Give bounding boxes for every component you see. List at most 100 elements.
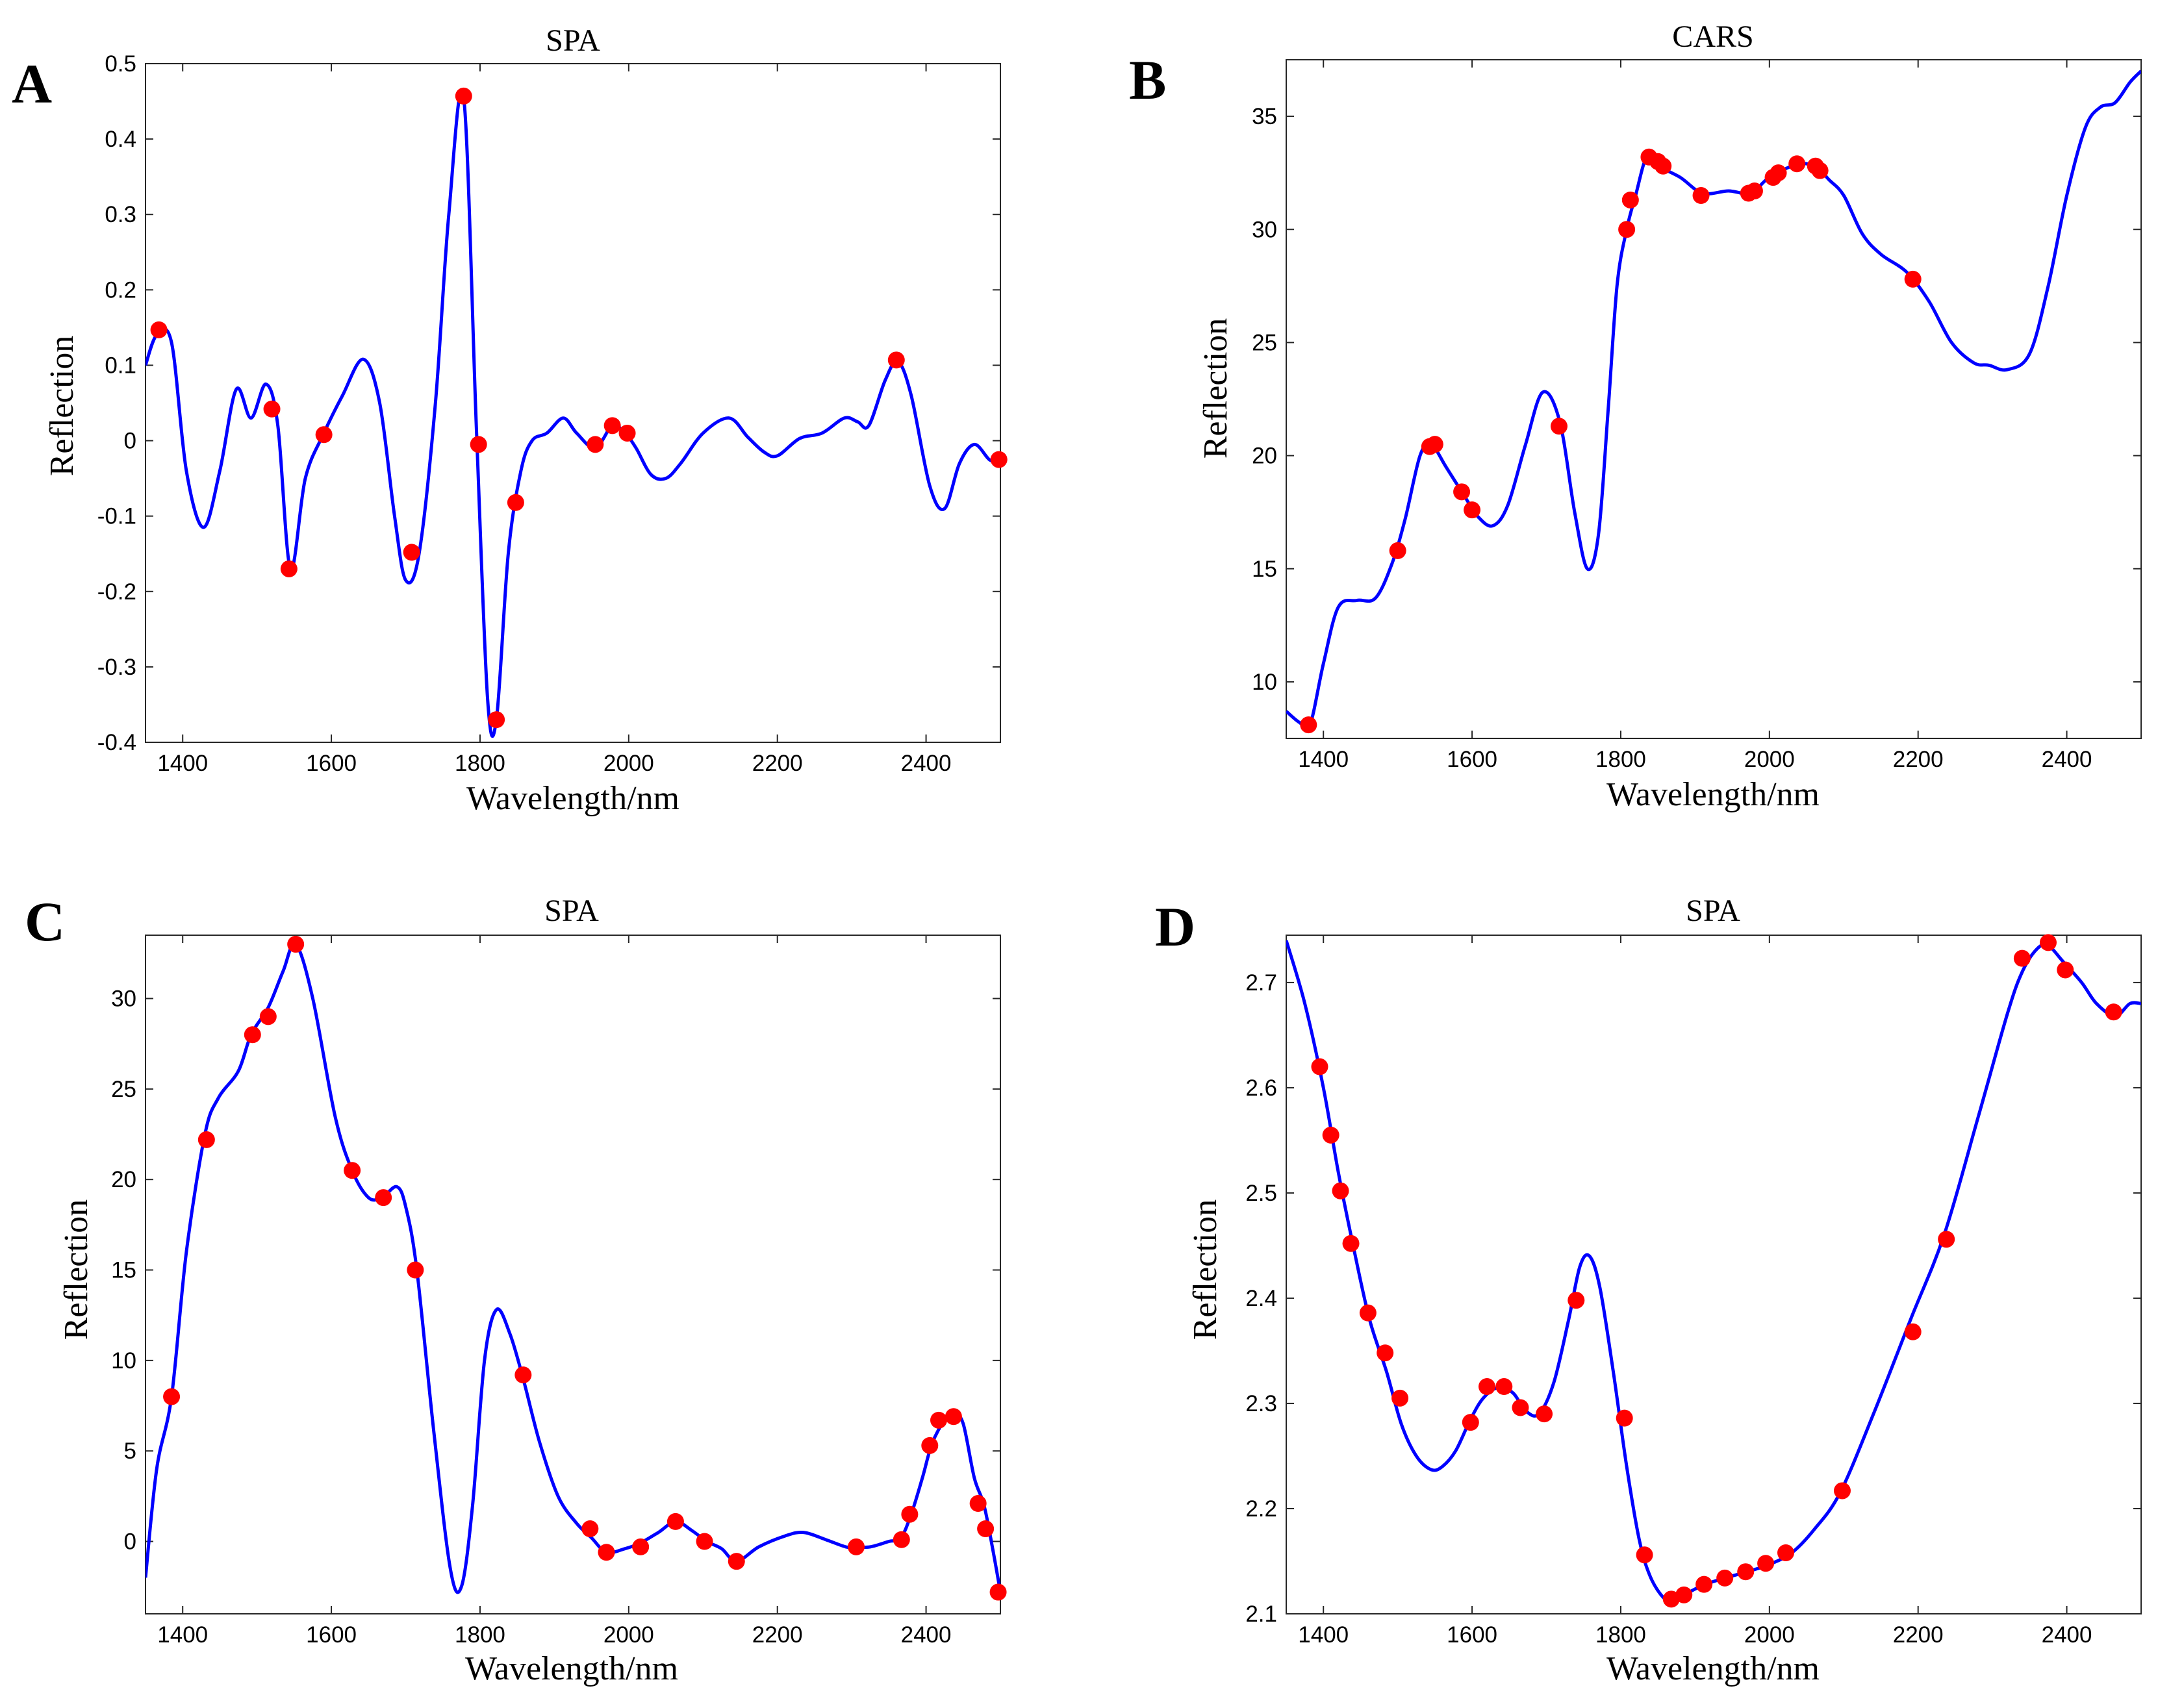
- spectrum-line-b: [1286, 69, 2141, 731]
- y-tick-label: 0.5: [105, 51, 136, 77]
- selected-point: [375, 1189, 392, 1207]
- selected-point: [1311, 1058, 1328, 1075]
- chart-title-a: SPA: [546, 23, 600, 58]
- selected-point: [1938, 1231, 1955, 1248]
- selected-point: [150, 321, 168, 338]
- y-tick-label: 30: [111, 986, 136, 1012]
- x-tick-label: 1400: [157, 1622, 208, 1648]
- selected-point: [1777, 1544, 1795, 1562]
- selected-point: [1737, 1563, 1755, 1581]
- selected-point: [977, 1520, 995, 1538]
- selected-point: [403, 544, 420, 561]
- y-tick-label: -0.1: [97, 504, 136, 529]
- selected-point: [470, 436, 487, 453]
- chart-title-b: CARS: [1672, 19, 1753, 54]
- selected-point: [1464, 501, 1481, 519]
- selected-point: [1359, 1304, 1377, 1322]
- selected-point: [1636, 1546, 1653, 1564]
- panel-letter-d: D: [1155, 896, 1195, 958]
- selected-point: [847, 1538, 865, 1555]
- selected-point: [618, 424, 636, 442]
- selected-point: [1833, 1482, 1851, 1500]
- selected-point: [921, 1437, 939, 1454]
- x-tick-label: 2000: [603, 751, 654, 776]
- selected-point: [1453, 483, 1471, 501]
- y-tick-label: 15: [1252, 557, 1277, 582]
- selected-point: [2013, 949, 2031, 967]
- selected-point: [488, 711, 505, 729]
- selected-point: [1342, 1235, 1360, 1252]
- selected-point: [2039, 934, 2057, 951]
- selected-point: [901, 1505, 919, 1523]
- x-tick-label: 2200: [752, 1622, 803, 1648]
- y-tick-label: 0: [124, 1529, 136, 1555]
- x-tick-label: 1800: [455, 751, 505, 776]
- selected-point: [1675, 1586, 1693, 1603]
- y-tick-label: 2.1: [1245, 1601, 1277, 1627]
- panel-a: A SPA Wavelength/nm Reflection 1400 1600 1…: [12, 23, 1008, 817]
- y-tick-label: 5: [124, 1438, 136, 1464]
- y-tick-label: 0.2: [105, 277, 136, 303]
- selected-point: [2057, 961, 2074, 979]
- selected-point: [2105, 1003, 2122, 1021]
- selected-point: [1568, 1292, 1585, 1309]
- y-tick-label: 10: [111, 1348, 136, 1374]
- plot-frame-c: [145, 935, 1001, 1614]
- selected-point: [1788, 155, 1806, 173]
- y-tick-label: 15: [111, 1258, 136, 1283]
- y-tick-label: 2.4: [1245, 1286, 1277, 1311]
- x-tick-label: 2400: [901, 751, 952, 776]
- y-tick-label: 0.4: [105, 127, 136, 152]
- x-axis-label-c: Wavelength/nm: [465, 1650, 678, 1687]
- selected-point: [344, 1162, 361, 1179]
- y-tick-label: 2.2: [1245, 1496, 1277, 1522]
- selected-point: [1745, 182, 1763, 200]
- selected-point: [1426, 436, 1443, 453]
- selected-point: [263, 400, 281, 418]
- selected-point: [1389, 542, 1406, 559]
- panel-letter-b: B: [1129, 49, 1166, 111]
- x-tick-label: 2200: [1893, 747, 1944, 772]
- selected-point: [666, 1513, 684, 1530]
- plot-frame-a: [145, 63, 1001, 743]
- y-axis-label-d: Reflection: [1187, 1199, 1224, 1340]
- chart-title-c: SPA: [544, 894, 599, 928]
- y-axis-label-b: Reflection: [1197, 318, 1234, 459]
- x-tick-label: 2400: [2042, 1622, 2092, 1648]
- selected-point: [945, 1408, 962, 1425]
- y-tick-label: 2.6: [1245, 1075, 1277, 1101]
- selected-point: [930, 1411, 948, 1429]
- selected-point: [514, 1366, 532, 1384]
- y-axis-label-a: Reflection: [44, 336, 81, 477]
- x-axis-label-b: Wavelength/nm: [1606, 776, 1820, 813]
- selected-point: [887, 351, 905, 369]
- selected-point: [259, 1008, 277, 1025]
- selected-point: [1757, 1555, 1775, 1572]
- selected-point: [197, 1131, 215, 1148]
- x-tick-label: 1400: [1298, 747, 1349, 772]
- y-tick-label: 0.1: [105, 353, 136, 378]
- selected-point: [1716, 1569, 1734, 1587]
- selected-point: [728, 1553, 745, 1570]
- x-axis-label-a: Wavelength/nm: [466, 780, 679, 817]
- y-tick-label: -0.2: [97, 579, 136, 605]
- selected-point: [1495, 1378, 1513, 1396]
- x-tick-label: 1800: [1595, 1622, 1646, 1648]
- selected-point: [1322, 1126, 1339, 1144]
- y-tick-label: 10: [1252, 670, 1277, 695]
- selected-point: [603, 417, 621, 434]
- chart-title-d: SPA: [1686, 894, 1740, 928]
- x-tick-label: 2400: [2042, 747, 2092, 772]
- selected-point: [1811, 162, 1829, 179]
- y-tick-label: -0.3: [97, 655, 136, 680]
- selected-point: [315, 426, 333, 444]
- x-tick-label: 2000: [1744, 1622, 1795, 1648]
- y-tick-label: 2.3: [1245, 1391, 1277, 1416]
- spectrum-line-d: [1286, 940, 2141, 1602]
- selected-point: [1300, 716, 1317, 734]
- selected-point: [696, 1533, 713, 1550]
- selected-point: [1695, 1576, 1713, 1593]
- panel-letter-a: A: [12, 53, 52, 115]
- spectrum-line-a: [146, 88, 1000, 738]
